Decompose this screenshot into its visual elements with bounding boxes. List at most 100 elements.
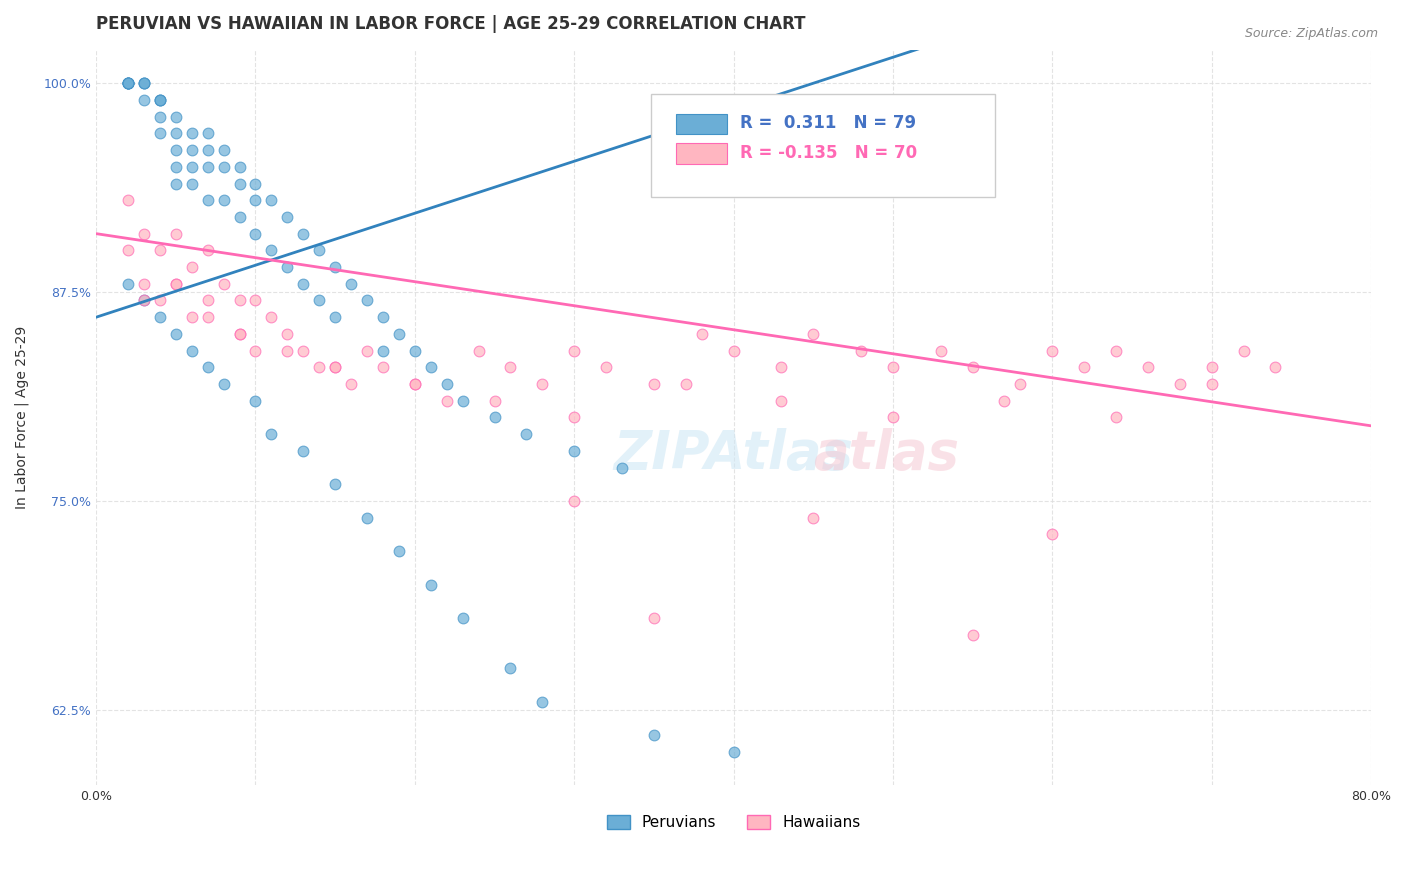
Peruvians [531, 694, 554, 708]
Hawaiians [180, 310, 202, 325]
Text: R =  0.311   N = 79: R = 0.311 N = 79 [740, 114, 917, 132]
Peruvians [245, 393, 267, 408]
Peruvians [419, 360, 441, 375]
Peruvians [212, 377, 235, 392]
Peruvians [165, 177, 187, 191]
Hawaiians [245, 293, 267, 308]
Peruvians [197, 143, 219, 157]
Text: Source: ZipAtlas.com: Source: ZipAtlas.com [1244, 27, 1378, 40]
Peruvians [180, 343, 202, 358]
Bar [676, 114, 727, 135]
Hawaiians [117, 193, 139, 207]
Peruvians [562, 443, 585, 458]
Hawaiians [149, 293, 172, 308]
Hawaiians [149, 244, 172, 258]
Peruvians [149, 93, 172, 107]
Peruvians [371, 310, 394, 325]
Hawaiians [1232, 343, 1254, 358]
Peruvians [197, 160, 219, 174]
Hawaiians [371, 360, 394, 375]
Peruvians [276, 260, 298, 274]
Peruvians [484, 410, 506, 425]
Peruvians [149, 127, 172, 141]
Hawaiians [1073, 360, 1095, 375]
Hawaiians [770, 393, 793, 408]
Hawaiians [1040, 527, 1063, 541]
Peruvians [436, 377, 458, 392]
Hawaiians [323, 360, 346, 375]
Peruvians [180, 127, 202, 141]
Hawaiians [595, 360, 617, 375]
Text: R = -0.135   N = 70: R = -0.135 N = 70 [740, 144, 917, 161]
Peruvians [308, 293, 330, 308]
Hawaiians [723, 343, 745, 358]
Hawaiians [1136, 360, 1159, 375]
Hawaiians [404, 377, 426, 392]
Hawaiians [1010, 377, 1032, 392]
Hawaiians [1040, 343, 1063, 358]
Peruvians [149, 93, 172, 107]
Peruvians [149, 110, 172, 124]
Peruvians [165, 143, 187, 157]
Peruvians [610, 460, 633, 475]
Hawaiians [882, 360, 904, 375]
Hawaiians [436, 393, 458, 408]
Hawaiians [165, 277, 187, 291]
Hawaiians [962, 360, 984, 375]
Peruvians [149, 310, 172, 325]
Peruvians [276, 210, 298, 224]
Peruvians [212, 193, 235, 207]
Hawaiians [340, 377, 363, 392]
Peruvians [165, 326, 187, 341]
Hawaiians [993, 393, 1015, 408]
Legend: Peruvians, Hawaiians: Peruvians, Hawaiians [600, 809, 866, 837]
Peruvians [197, 360, 219, 375]
Peruvians [132, 93, 155, 107]
Peruvians [388, 544, 411, 558]
Peruvians [323, 477, 346, 491]
Hawaiians [212, 277, 235, 291]
Hawaiians [117, 244, 139, 258]
Peruvians [245, 193, 267, 207]
Peruvians [197, 127, 219, 141]
Peruvians [323, 310, 346, 325]
Peruvians [292, 227, 315, 241]
Peruvians [228, 210, 250, 224]
Hawaiians [292, 343, 315, 358]
Peruvians [404, 343, 426, 358]
Peruvians [117, 76, 139, 90]
Text: atlas: atlas [814, 428, 959, 480]
Peruvians [499, 661, 522, 675]
Hawaiians [165, 227, 187, 241]
Peruvians [197, 193, 219, 207]
Peruvians [515, 427, 537, 442]
Peruvians [356, 510, 378, 524]
Peruvians [117, 76, 139, 90]
Peruvians [117, 76, 139, 90]
Peruvians [245, 227, 267, 241]
Peruvians [451, 393, 474, 408]
Hawaiians [643, 377, 665, 392]
Hawaiians [132, 277, 155, 291]
Hawaiians [562, 343, 585, 358]
Hawaiians [276, 326, 298, 341]
Hawaiians [228, 326, 250, 341]
Peruvians [180, 160, 202, 174]
Hawaiians [356, 343, 378, 358]
Hawaiians [499, 360, 522, 375]
Peruvians [132, 76, 155, 90]
Peruvians [308, 244, 330, 258]
Hawaiians [675, 377, 697, 392]
Hawaiians [245, 343, 267, 358]
Hawaiians [132, 293, 155, 308]
Peruvians [292, 277, 315, 291]
Peruvians [132, 76, 155, 90]
Hawaiians [962, 628, 984, 642]
Hawaiians [197, 293, 219, 308]
Peruvians [117, 76, 139, 90]
Peruvians [132, 76, 155, 90]
Hawaiians [531, 377, 554, 392]
Hawaiians [1264, 360, 1286, 375]
Peruvians [388, 326, 411, 341]
Peruvians [323, 260, 346, 274]
